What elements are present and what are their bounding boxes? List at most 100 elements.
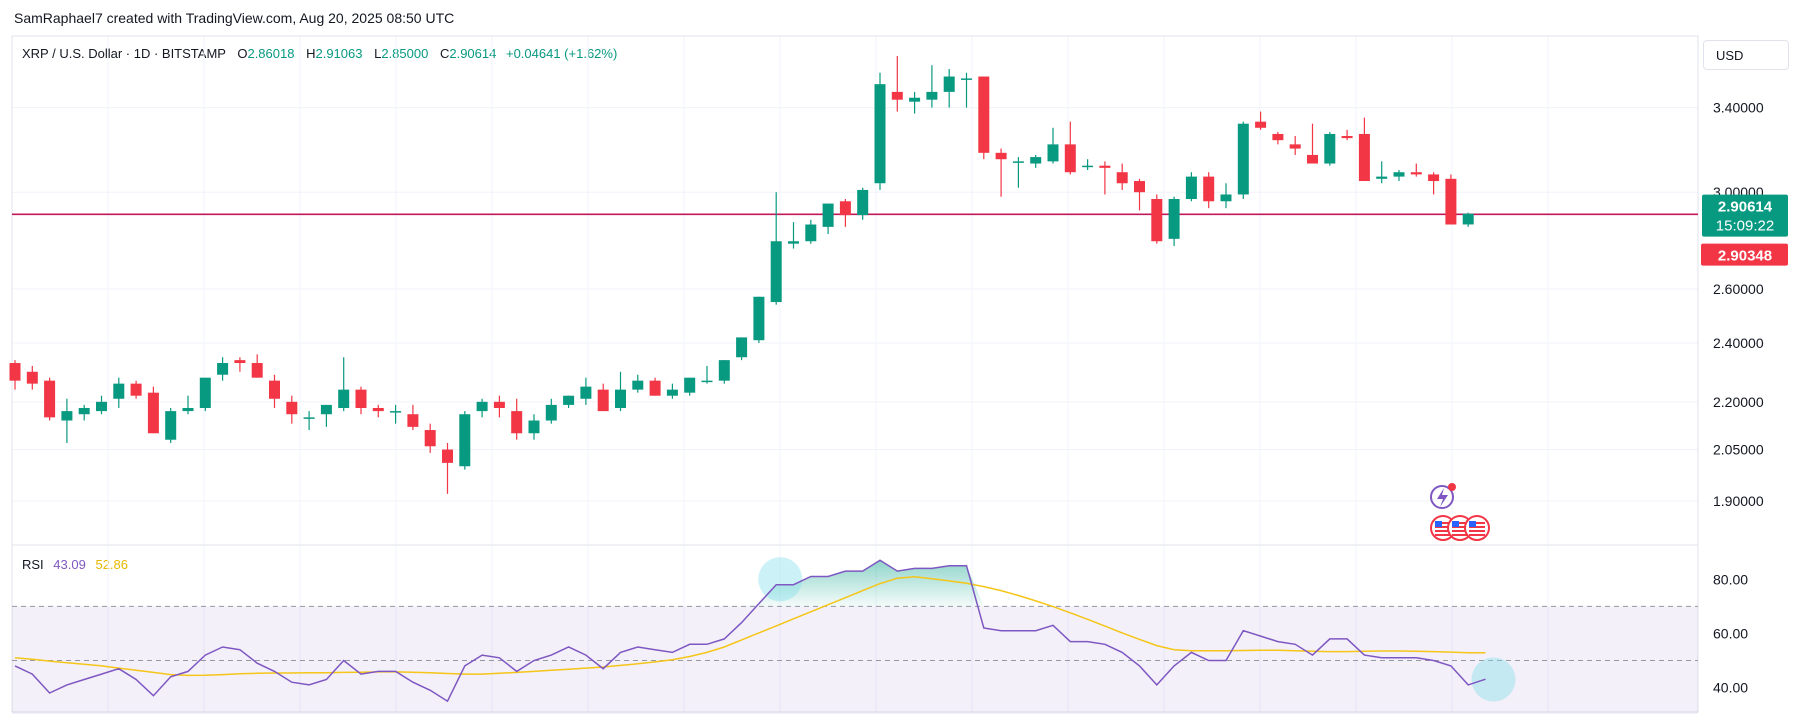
candle (1272, 131, 1284, 145)
candle-body (44, 380, 56, 418)
low-value: 2.85000 (381, 46, 429, 61)
candle-body (1012, 161, 1024, 163)
candle (701, 365, 713, 384)
candle-body (113, 383, 125, 399)
price-axis-label: 2.60000 (1713, 281, 1764, 297)
candle (1289, 136, 1301, 155)
candle-body (909, 97, 921, 102)
flag-stripe (1469, 526, 1485, 528)
flag-stripe (1469, 534, 1485, 536)
symbol-name[interactable]: XRP / U.S. Dollar · 1D · BITSTAMP (22, 46, 226, 61)
flag-canton (1452, 521, 1459, 527)
candle-body (874, 84, 886, 184)
open-value: 2.86018 (247, 46, 295, 61)
candle-body (390, 411, 402, 413)
candle (597, 383, 609, 412)
rsi-legend[interactable]: RSI 43.09 52.86 (22, 557, 128, 572)
rsi-axis-label: 40.00 (1713, 680, 1748, 696)
candle-body (1064, 144, 1076, 173)
candle-body (1289, 144, 1301, 149)
candle-body (442, 449, 453, 463)
candle (1012, 157, 1024, 188)
candle-body (1358, 133, 1370, 182)
candle-body (286, 401, 298, 415)
flag-canton (1435, 521, 1442, 527)
low-label: L (374, 46, 382, 61)
candle (1064, 121, 1076, 175)
candle (632, 374, 644, 393)
last-price-value: 2.90614 (1718, 199, 1773, 216)
candle-body (217, 363, 229, 375)
lightning-bolt-icon (1437, 488, 1448, 507)
flag-stripe (1435, 534, 1451, 536)
candle (615, 371, 626, 412)
rsi-line (14, 559, 1486, 703)
candle (718, 360, 730, 384)
candle (1255, 111, 1267, 130)
rsi-value: 43.09 (53, 557, 86, 572)
candle (1134, 178, 1145, 211)
rsi-axis-label: 60.00 (1713, 625, 1748, 641)
flag-stripe (1452, 526, 1468, 528)
candle (1462, 212, 1474, 227)
candle (320, 404, 332, 427)
notification-dot-icon (1448, 483, 1456, 491)
candle-body (978, 76, 990, 153)
flag-stripe (1435, 526, 1451, 528)
candle (511, 398, 523, 440)
candle (1358, 117, 1370, 182)
candle-body (199, 377, 211, 408)
rsi-pane: 80.00 60.00 40.00 (12, 557, 1748, 714)
candle-body (753, 296, 765, 341)
candle (234, 357, 246, 372)
flag-canton (1469, 521, 1476, 527)
candle (217, 357, 229, 381)
candle-body (1462, 213, 1474, 225)
candle (1428, 172, 1440, 195)
candle (1099, 161, 1111, 195)
candle (995, 148, 1007, 197)
candle (1082, 159, 1094, 171)
candle-body (718, 360, 730, 381)
candle (303, 411, 315, 431)
candle-body (61, 411, 73, 421)
candle (1237, 121, 1249, 199)
candle-body (459, 414, 471, 467)
candle (753, 296, 765, 344)
candle-body (632, 380, 644, 390)
candle (839, 198, 851, 227)
candle-body (891, 91, 903, 100)
candle-body (839, 201, 851, 216)
candle-body (1151, 198, 1163, 242)
candle (61, 398, 73, 443)
candle (1376, 161, 1388, 184)
events-markers (1430, 483, 1490, 541)
candle (857, 187, 869, 220)
candle (788, 222, 799, 249)
candle (1203, 172, 1215, 209)
candle-body (615, 389, 626, 408)
candle (684, 377, 696, 396)
candle (545, 398, 557, 424)
candle-body (1134, 181, 1145, 193)
symbol-legend[interactable]: XRP / U.S. Dollar · 1D · BITSTAMP O2.860… (22, 46, 617, 61)
currency-selector[interactable]: USD (1703, 40, 1789, 70)
candle-body (1082, 165, 1094, 168)
candle (666, 383, 678, 399)
candle-body (926, 91, 938, 100)
flag-stripe (1452, 534, 1468, 536)
high-value: 2.91063 (315, 46, 363, 61)
candle-body (545, 404, 557, 421)
candle (736, 337, 748, 361)
candle-body (1220, 194, 1232, 202)
rsi-ma-value: 52.86 (95, 557, 129, 572)
candle-body (1445, 178, 1457, 225)
candle-body (1410, 172, 1422, 175)
candle (891, 55, 903, 112)
candle-body (857, 189, 869, 216)
candle-body (736, 337, 748, 358)
price-axis-label: 2.05000 (1713, 442, 1764, 458)
rsi-name[interactable]: RSI (22, 557, 44, 572)
candle (1324, 131, 1336, 166)
